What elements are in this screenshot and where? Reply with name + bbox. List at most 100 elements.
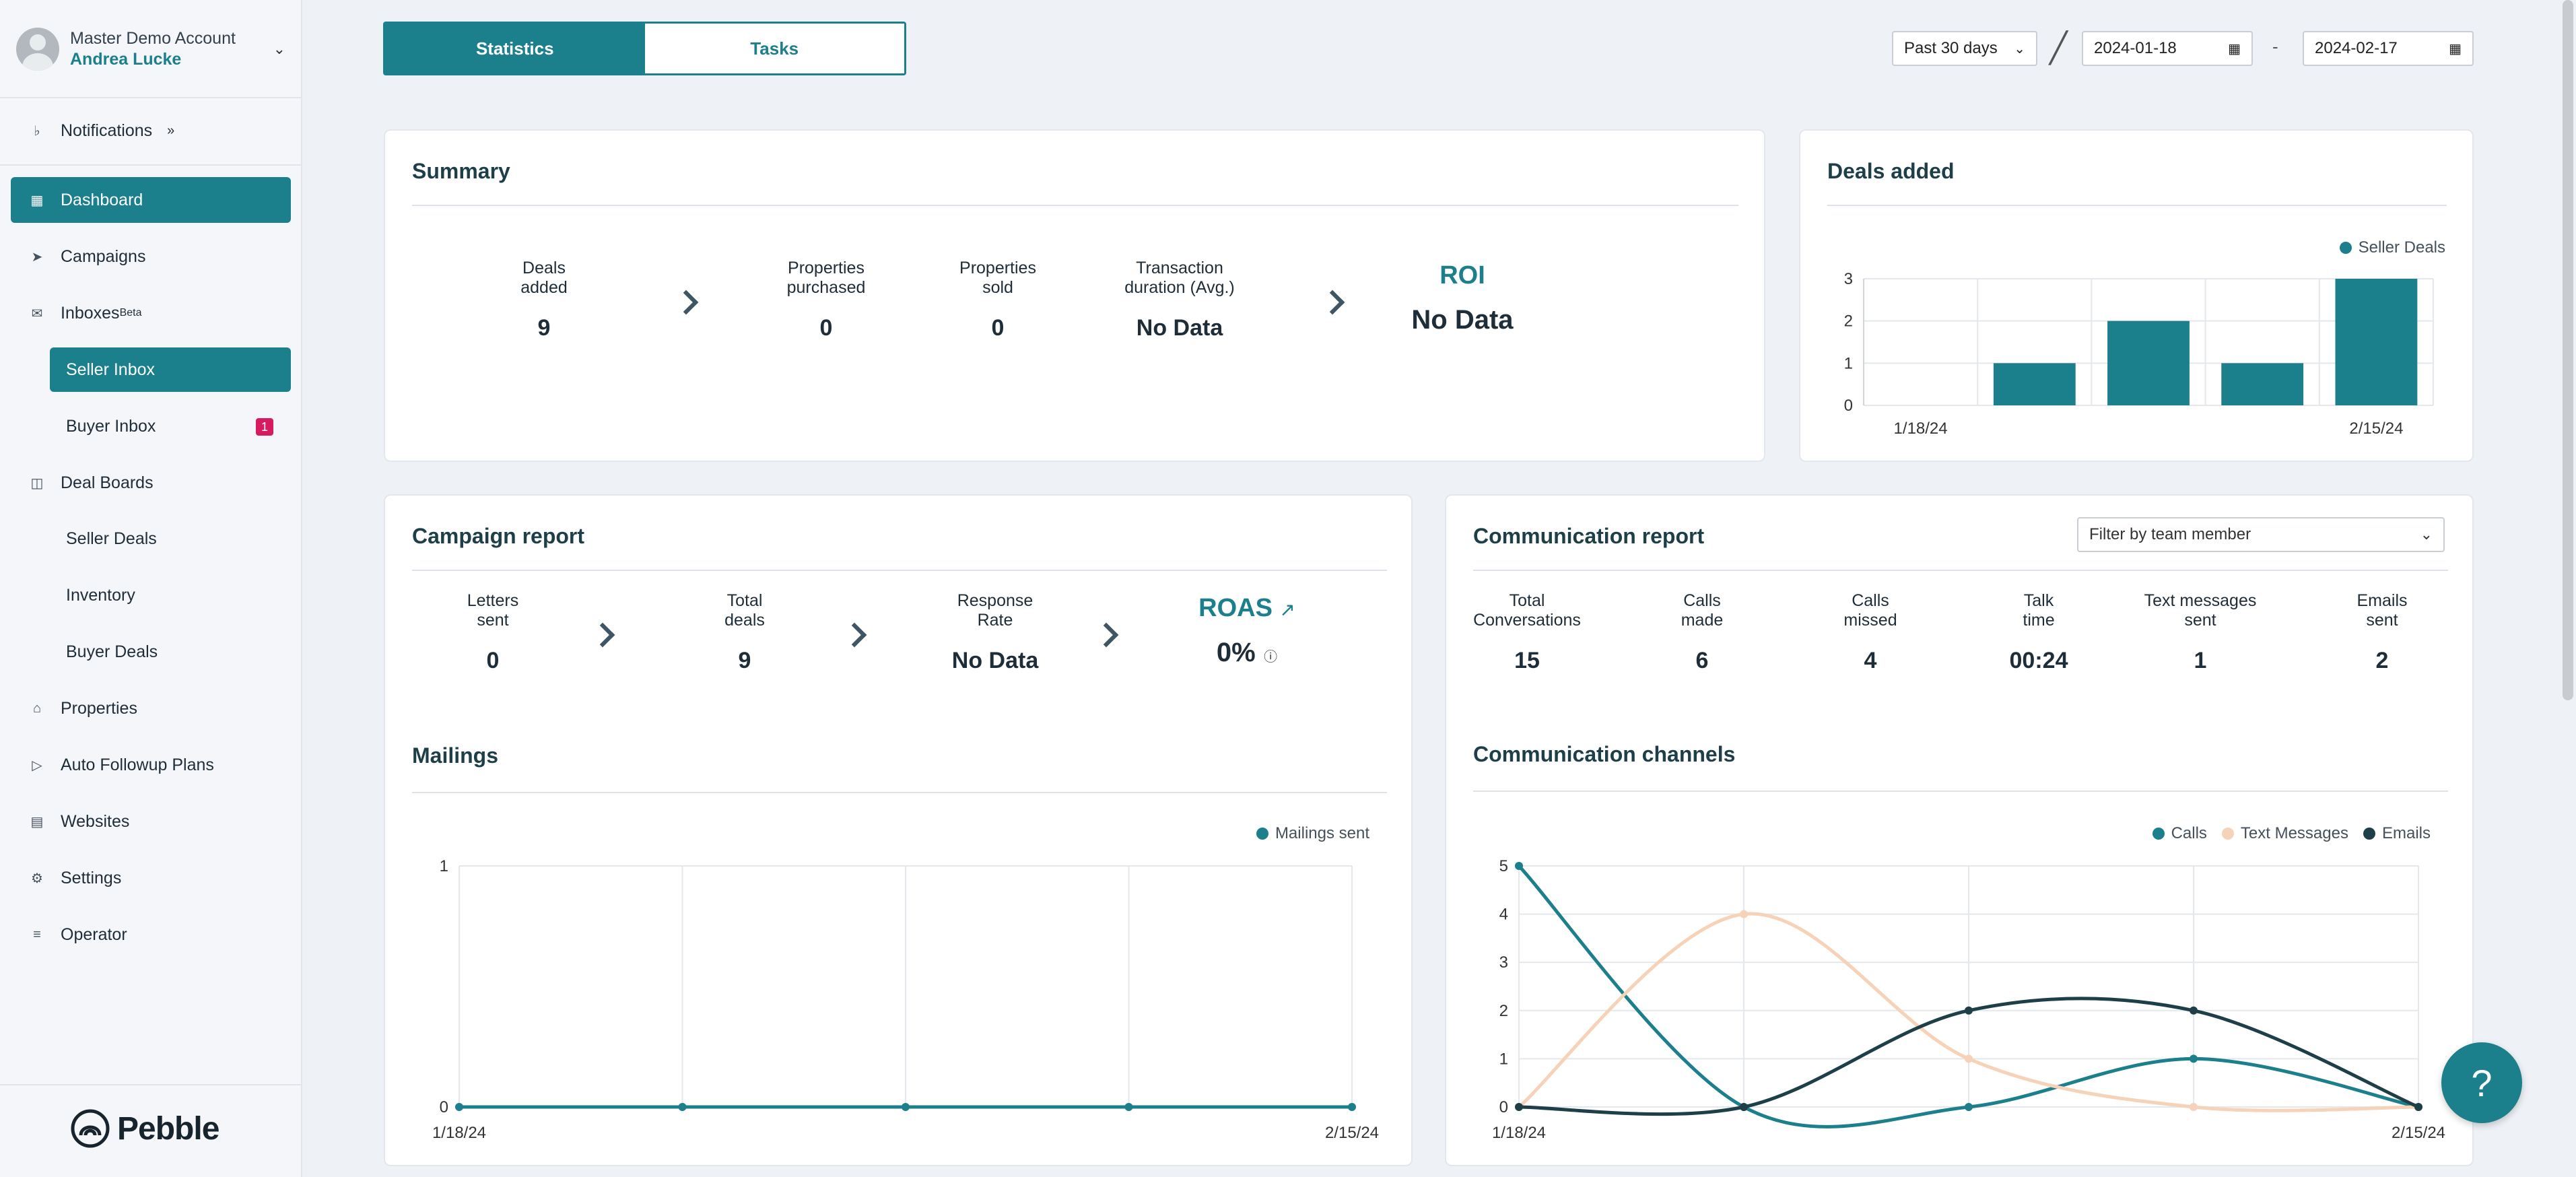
stat-label: Deals added <box>520 259 568 297</box>
pebble-logo-icon <box>71 1109 110 1148</box>
stat-item: Total Conversations 15 <box>1460 591 1594 674</box>
sliders-icon: ≡ <box>33 927 41 942</box>
sidebar-item-label: Buyer Deals <box>66 642 158 661</box>
stat-value: No Data <box>951 648 1039 673</box>
chevron-right-icon <box>842 622 867 648</box>
tab-statistics[interactable]: Statistics <box>385 24 645 73</box>
sidebar-item-seller-inbox[interactable]: Seller Inbox <box>50 347 291 392</box>
roas-link[interactable]: ROAS ↗ <box>1159 594 1334 623</box>
team-member-filter[interactable]: Filter by team member ⌄ <box>2077 517 2445 552</box>
data-point <box>1515 1103 1523 1111</box>
stat-value: 1 <box>2194 648 2207 673</box>
sidebar-item-buyer-deals[interactable]: Buyer Deals <box>50 630 291 674</box>
inbox-icon: ✉ <box>31 306 43 321</box>
calendar-icon[interactable]: ▦ <box>2228 41 2241 57</box>
stat-label: Total deals <box>724 591 765 630</box>
bar <box>2335 279 2418 405</box>
sidebar-item-label: Settings <box>61 868 122 887</box>
sidebar-item-dashboard[interactable]: ▦ Dashboard <box>11 177 291 223</box>
stat-label: Text messages sent <box>2144 591 2257 630</box>
sidebar-item-seller-deals[interactable]: Seller Deals <box>50 516 291 561</box>
chart-legend: Mailings sent <box>1256 824 1369 843</box>
sidebar-item-label: Seller Deals <box>66 529 157 548</box>
calendar-icon[interactable]: ▦ <box>2449 41 2462 57</box>
stat-letters-sent: Letters sent 0 <box>426 591 560 674</box>
sidebar-item-campaigns[interactable]: ➤ Campaigns <box>11 234 291 279</box>
stat-total-deals: Total deals 9 <box>677 591 812 674</box>
data-point <box>678 1103 687 1111</box>
info-icon[interactable]: ⓘ <box>1264 650 1278 665</box>
card-title: Campaign report <box>412 524 585 548</box>
kanban-icon: ◫ <box>30 475 44 491</box>
date-separator: - <box>2272 36 2278 57</box>
data-point <box>1965 1006 1973 1015</box>
data-point <box>2190 1103 2198 1111</box>
y-tick-label: 0 <box>1844 397 1853 415</box>
data-point <box>1740 910 1748 918</box>
y-tick-label: 5 <box>1499 857 1508 875</box>
stat-label: Properties sold <box>959 259 1036 297</box>
sidebar-item-inventory[interactable]: Inventory <box>50 573 291 617</box>
x-tick-label: 1/18/24 <box>432 1124 486 1142</box>
stat-label: Calls made <box>1681 591 1724 630</box>
scrollbar[interactable] <box>2563 0 2573 700</box>
stat-value: 0 <box>819 315 833 341</box>
sidebar-item-label: Properties <box>61 698 137 718</box>
brand-name: Pebble <box>117 1110 219 1147</box>
sidebar-item-websites[interactable]: ▤ Websites <box>11 799 291 844</box>
sidebar-item-operator[interactable]: ≡ Operator <box>11 912 291 957</box>
legend-label: Calls <box>2171 824 2207 842</box>
sidebar-item-settings[interactable]: ⚙ Settings <box>11 855 291 901</box>
sidebar-item-properties[interactable]: ⌂ Properties <box>11 685 291 731</box>
y-tick-label: 2 <box>1844 312 1853 331</box>
stat-item: Emails sent 2 <box>2315 591 2449 674</box>
legend-item[interactable]: Emails <box>2363 824 2431 843</box>
end-date-input[interactable]: 2024-02-17 ▦ <box>2303 31 2474 66</box>
stat-item: Text messages sent 1 <box>2133 591 2268 674</box>
legend-label: Mailings sent <box>1275 824 1369 842</box>
divider <box>412 205 1738 206</box>
stat-label: Response Rate <box>957 591 1033 630</box>
legend-dot <box>2363 828 2375 840</box>
bell-icon: ♭ <box>34 123 40 139</box>
chevron-down-icon[interactable]: ⌄ <box>273 40 285 57</box>
sidebar-item-buyer-inbox[interactable]: Buyer Inbox 1 <box>50 404 291 448</box>
series-line <box>1518 865 2419 1129</box>
legend-item[interactable]: Text Messages <box>2221 824 2348 843</box>
sidebar-item-inboxes[interactable]: ✉ Inboxes Beta <box>11 290 291 336</box>
divider <box>1473 791 2448 792</box>
tab-tasks[interactable]: Tasks <box>644 24 904 73</box>
chevron-right-icon <box>673 290 699 315</box>
roas-value: 0% <box>1216 638 1256 667</box>
start-date-input[interactable]: 2024-01-18 ▦ <box>2082 31 2253 66</box>
legend-label: Seller Deals <box>2358 238 2445 257</box>
sidebar-item-deal-boards[interactable]: ◫ Deal Boards <box>11 460 291 506</box>
stat-label: Emails sent <box>2357 591 2408 630</box>
chevron-down-icon: ⌄ <box>2420 526 2433 543</box>
account-switcher[interactable]: Master Demo Account Andrea Lucke ⌄ <box>16 26 292 73</box>
chevron-right-icon <box>590 622 615 648</box>
account-name: Master Demo Account <box>70 29 236 48</box>
help-button[interactable]: ? <box>2441 1042 2522 1123</box>
sidebar-item-notifications[interactable]: ♭ Notifications » <box>11 108 291 154</box>
stat-value: 00:24 <box>2009 648 2068 673</box>
end-date-value: 2024-02-17 <box>2315 39 2398 57</box>
divider <box>0 97 302 98</box>
legend-item[interactable]: Calls <box>2152 824 2207 843</box>
brand-logo[interactable]: Pebble <box>70 1108 219 1149</box>
stat-value: 4 <box>1864 648 1877 673</box>
stat-value: 15 <box>1514 648 1540 673</box>
sidebar-item-label: Websites <box>61 811 130 831</box>
double-chevron-right-icon[interactable]: » <box>167 123 175 138</box>
sidebar-item-label: Campaigns <box>61 246 146 266</box>
external-link-icon[interactable]: ↗ <box>1279 599 1295 620</box>
stat-value: 2 <box>2375 648 2389 673</box>
x-tick-label: 1/18/24 <box>1492 1124 1546 1142</box>
avatar <box>16 28 59 71</box>
stat-value: 9 <box>738 648 751 673</box>
bar <box>2107 321 2190 405</box>
date-range-select[interactable]: Past 30 days ⌄ <box>1892 31 2037 66</box>
sidebar-item-label: Dashboard <box>61 190 143 209</box>
sidebar-item-auto-followup[interactable]: ▷ Auto Followup Plans <box>11 742 291 788</box>
legend-label: Emails <box>2381 824 2431 842</box>
